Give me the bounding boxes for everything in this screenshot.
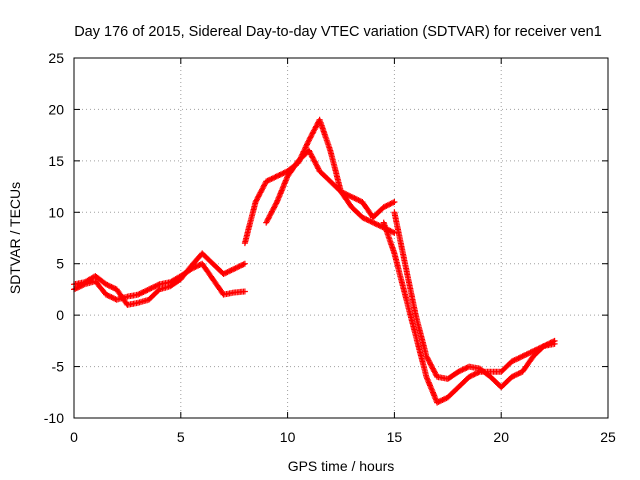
y-tick-label: 15 (48, 153, 64, 169)
y-tick-label: 25 (48, 50, 64, 66)
tick-labels: 0 5 10 15 20 25 -10 -5 0 5 10 15 20 25 (44, 50, 616, 445)
x-tick-label: 15 (387, 429, 403, 445)
y-tick-label: 5 (56, 256, 64, 272)
chart-title: Day 176 of 2015, Sidereal Day-to-day VTE… (74, 24, 602, 40)
plot-frame (73, 57, 609, 419)
x-tick-label: 20 (493, 429, 509, 445)
y-tick-label: -10 (44, 410, 64, 426)
series-track-f (391, 209, 558, 391)
series-track-b (71, 250, 248, 308)
y-tick-label: 0 (56, 307, 64, 323)
x-tick-label: 0 (70, 429, 78, 445)
series-track-d (263, 147, 398, 226)
x-tick-label: 5 (177, 429, 185, 445)
y-tick-label: 10 (48, 204, 64, 220)
series-track-c (241, 116, 398, 247)
grid (74, 58, 608, 418)
data-points (71, 116, 558, 406)
series-track-a (71, 260, 248, 303)
x-axis-label: GPS time / hours (288, 458, 395, 474)
x-tick-label: 10 (280, 429, 296, 445)
ticks (73, 57, 609, 419)
y-tick-label: 20 (48, 101, 64, 117)
x-tick-label: 25 (600, 429, 616, 445)
series-track-e (380, 219, 558, 406)
y-tick-label: -5 (52, 359, 65, 375)
y-axis-label: SDTVAR / TECUs (7, 182, 23, 294)
